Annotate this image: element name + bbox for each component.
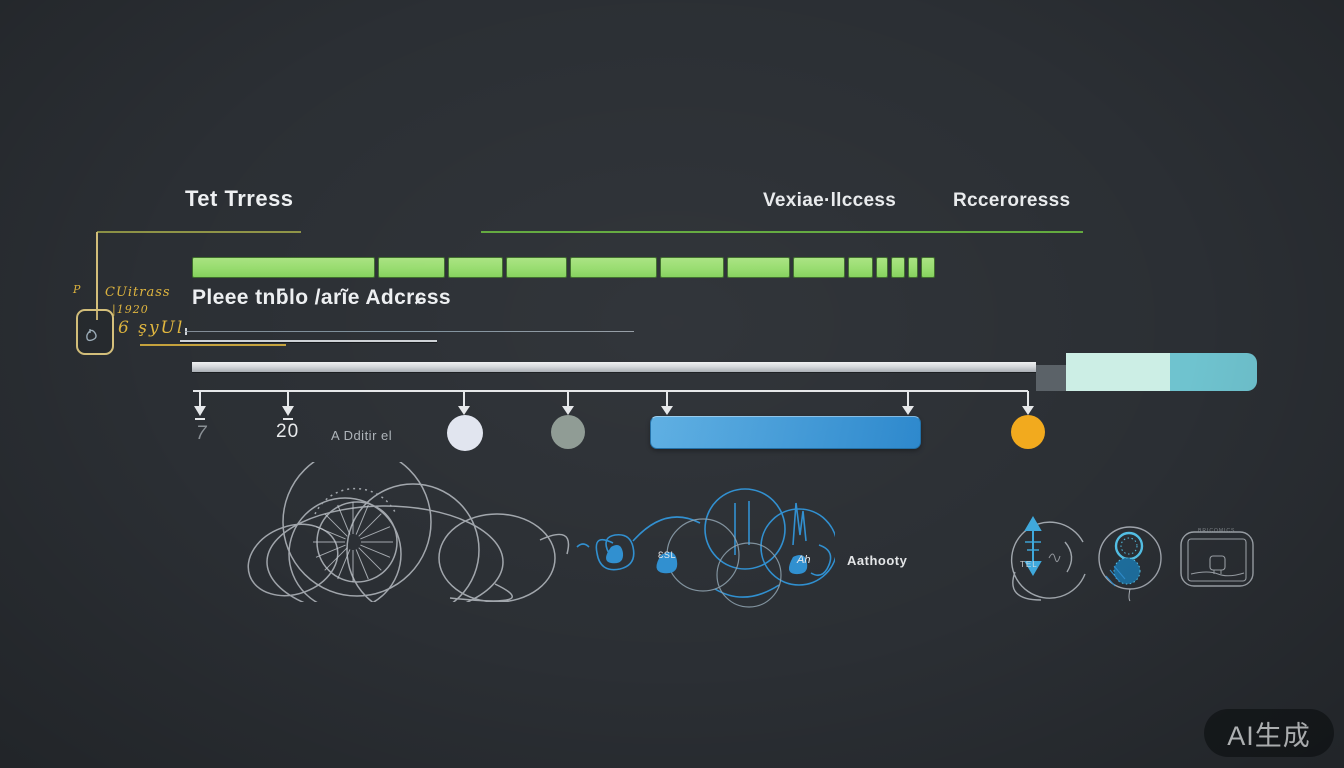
progress-segment-dark <box>1036 365 1066 391</box>
subtitle-text: Pleee tnƃlo /arĩe Adcrɕss <box>192 286 451 309</box>
timeline-pill-button[interactable] <box>650 416 921 449</box>
down-arrow-icon <box>282 406 294 416</box>
header-rule-left <box>97 231 301 233</box>
green-bar-segment <box>448 257 503 278</box>
down-arrow-icon <box>902 406 914 415</box>
down-arrow-icon <box>194 406 206 416</box>
green-segment-bar <box>192 257 940 278</box>
annotation-line-1: CUitrass <box>105 285 171 300</box>
down-arrow-icon <box>458 406 470 415</box>
timeline-axis <box>193 390 1034 420</box>
annotation-bracket-line <box>96 232 98 320</box>
progress-track <box>192 362 1036 372</box>
green-bar-segment <box>876 257 888 278</box>
green-bar-segment <box>506 257 567 278</box>
title-middle: Vexiae·llccess <box>763 190 897 211</box>
down-arrow-icon <box>1022 406 1034 415</box>
screen-frame-icon <box>1180 531 1254 587</box>
milestone-circle-light <box>447 415 483 451</box>
header-rule-right <box>481 231 1083 233</box>
scribble-cloud-sketch <box>247 462 570 602</box>
down-arrow-icon <box>661 406 673 415</box>
green-bar-segment <box>848 257 873 278</box>
green-bar-segment <box>793 257 845 278</box>
green-bar-segment <box>570 257 657 278</box>
green-bar-segment <box>660 257 724 278</box>
annotation-mark: P <box>73 283 81 296</box>
green-bar-segment <box>921 257 935 278</box>
green-bar-segment <box>908 257 918 278</box>
icon-label-tel: TEL <box>1020 560 1038 569</box>
timeline-label-note: A Dditir el <box>331 428 393 443</box>
icon-label-tv: BRICOMICS <box>1198 528 1236 534</box>
sketch-label-esl: ƐSL <box>658 550 676 560</box>
title-left: Tet Trress <box>185 186 294 211</box>
green-bar-segment <box>727 257 790 278</box>
annotation-line-3: 6 şyUl <box>118 318 185 338</box>
starburst-icon <box>313 502 393 582</box>
sketch-label-ah: Ah <box>797 554 811 566</box>
underscore-line-long <box>185 331 634 332</box>
vertical-arrow-circle-icon <box>1010 516 1086 601</box>
blue-cloud-sketch <box>576 488 835 608</box>
green-bar-segment <box>891 257 905 278</box>
milestone-circle-gray <box>551 415 585 449</box>
annotation-underline <box>140 344 286 346</box>
spheres-circle-icon <box>1098 526 1162 602</box>
underscore-line-bright <box>180 340 437 342</box>
green-bar-segment <box>378 257 445 278</box>
ai-generated-watermark: AI生成 <box>1204 709 1334 757</box>
progress-segment-teal <box>1170 353 1257 391</box>
annotation-line-2: |1920 <box>112 303 149 316</box>
timeline-label-20: 20 <box>276 421 300 442</box>
progress-segment-mint <box>1066 353 1170 391</box>
tag-icon <box>76 309 114 355</box>
tag-glyph-icon <box>86 329 97 342</box>
authority-label: Aathooty <box>847 553 908 568</box>
title-right: Rcceroresss <box>953 190 1071 211</box>
timeline-label-7: 7 <box>196 423 207 444</box>
down-arrow-icon <box>562 406 574 415</box>
green-bar-segment <box>192 257 375 278</box>
milestone-circle-orange <box>1011 415 1045 449</box>
